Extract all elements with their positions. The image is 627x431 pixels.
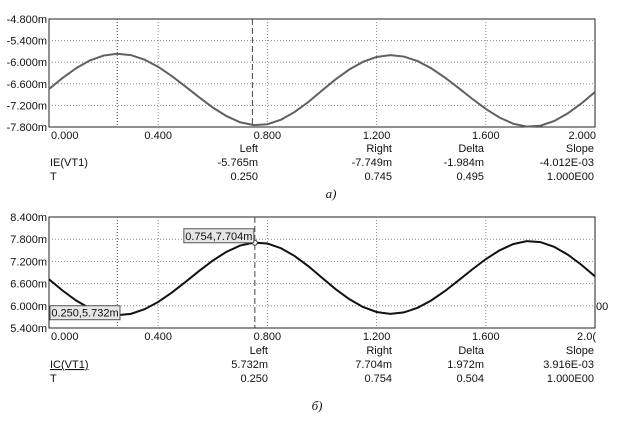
readout-row-label: T [50, 171, 57, 183]
readout-header: Delta [458, 143, 485, 155]
readout-row-label: IE(VT1) [50, 157, 88, 169]
x-tick-label: 0.400 [144, 130, 172, 142]
readout-header: Right [366, 143, 392, 155]
readout-row-label: IC(VT1) [50, 359, 89, 371]
readout-header: Left [250, 345, 268, 357]
plot-frame [48, 216, 596, 329]
readout-value: 5.732m [231, 359, 268, 371]
readout-value: -1.984m [444, 157, 484, 169]
readout-value: 7.704m [355, 359, 392, 371]
readout-header: Delta [458, 345, 485, 357]
readout-value: -7.749m [352, 157, 392, 169]
marker-value-label: 0.250,5.732m [51, 308, 118, 320]
readout-value: 1.000E00 [547, 171, 594, 183]
marker-value-box [49, 305, 121, 321]
y-tick-label: 6.000m [10, 301, 47, 313]
readout-value: -4.012E-03 [540, 157, 594, 169]
x-tick-label: 0.800 [254, 331, 282, 343]
readout-value: 0.504 [456, 373, 484, 385]
readout-value: 3.916E-03 [543, 359, 594, 371]
readout-header: Right [366, 345, 392, 357]
marker-value-box [183, 228, 255, 244]
right-edge-label: 00 [596, 301, 608, 313]
readout-header: Slope [566, 345, 594, 357]
x-tick-label: 2.000 [568, 130, 596, 142]
chart-panel-2: 8.400m 7.800m 7.200m 6.600m 6.000m 5.400m 0.00… [10, 212, 608, 413]
marker-value-label: 0.754,7.704m [185, 231, 252, 243]
x-tick-label: 1.200 [363, 331, 391, 343]
readout-value: 1.972m [447, 359, 484, 371]
x-tick-label: 0.800 [254, 130, 282, 142]
y-tick-label: 6.600m [10, 279, 47, 291]
y-tick-label: 5.400m [10, 323, 47, 335]
y-tick-label: -7.800m [7, 122, 47, 134]
x-tick-label: 0.000 [51, 331, 79, 343]
readout-value: 1.000E00 [547, 373, 594, 385]
y-tick-label: -6.000m [7, 57, 47, 69]
y-tick-label: -7.200m [7, 100, 47, 112]
readout-header: Left [240, 143, 258, 155]
readout-header: Slope [566, 143, 594, 155]
readout-value: -5.765m [218, 157, 258, 169]
y-tick-label: -6.600m [7, 79, 47, 91]
y-tick-label: 7.200m [10, 256, 47, 268]
readout-value: 0.754 [364, 373, 392, 385]
y-tick-label: -5.400m [7, 36, 47, 48]
panel-caption: а) [326, 186, 337, 201]
plot-frame [48, 18, 596, 128]
chart-panel-1: -4.800m -5.400m -6.000m -6.600m -7.200m -7.80… [7, 14, 596, 201]
readout-value: 0.745 [364, 171, 392, 183]
x-tick-label: 1.600 [472, 331, 500, 343]
x-tick-label: 1.200 [363, 130, 391, 142]
y-tick-label: -4.800m [7, 14, 47, 26]
series-line [48, 52, 596, 128]
x-tick-label: 0.400 [144, 331, 172, 343]
x-tick-label: 1.600 [472, 130, 500, 142]
readout-value: 0.495 [456, 171, 484, 183]
readout-row-label: T [50, 373, 57, 385]
series-line [48, 240, 596, 317]
readout-value: 0.250 [240, 373, 268, 385]
x-tick-label: 0.000 [51, 130, 79, 142]
panel-caption: б) [312, 398, 323, 413]
x-tick-label: 2.0( [577, 331, 596, 343]
y-tick-label: 8.400m [10, 212, 47, 224]
y-tick-label: 7.800m [10, 234, 47, 246]
readout-value: 0.250 [230, 171, 258, 183]
